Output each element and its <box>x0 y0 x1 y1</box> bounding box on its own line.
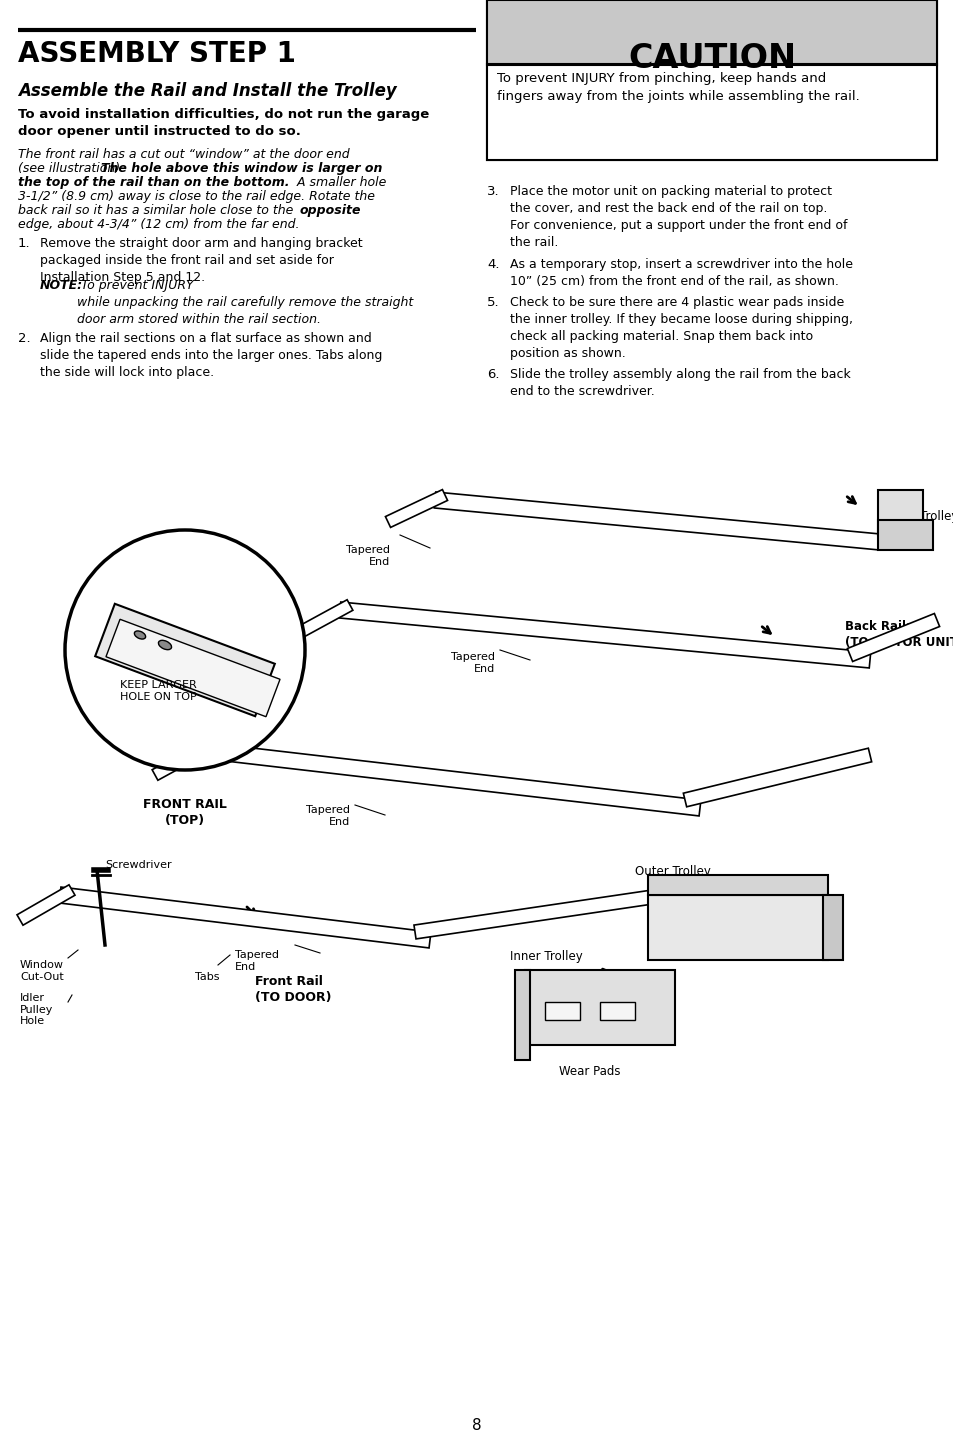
Text: Outer Trolley: Outer Trolley <box>635 864 710 879</box>
Polygon shape <box>59 887 431 947</box>
Text: back rail so it has a similar hole close to the: back rail so it has a similar hole close… <box>18 205 297 218</box>
Text: To prevent INJURY
while unpacking the rail carefully remove the straight
door ar: To prevent INJURY while unpacking the ra… <box>77 279 413 326</box>
Polygon shape <box>682 748 871 807</box>
Polygon shape <box>414 883 700 939</box>
Text: the top of the rail than on the bottom.: the top of the rail than on the bottom. <box>18 176 289 189</box>
Bar <box>877 489 923 535</box>
Text: Tapered
End: Tapered End <box>306 806 350 827</box>
Text: Check to be sure there are 4 plastic wear pads inside
the inner trolley. If they: Check to be sure there are 4 plastic wea… <box>510 296 852 361</box>
Text: The front rail has a cut out “window” at the door end: The front rail has a cut out “window” at… <box>18 147 349 162</box>
Circle shape <box>65 529 305 770</box>
Text: Remove the straight door arm and hanging bracket
packaged inside the front rail : Remove the straight door arm and hanging… <box>40 238 362 283</box>
Bar <box>647 874 827 894</box>
Polygon shape <box>385 489 447 528</box>
Bar <box>524 970 675 1045</box>
Text: Window
Cut-Out: Window Cut-Out <box>20 960 64 982</box>
Text: 2.: 2. <box>18 332 30 345</box>
Text: KEEP LARGER
HOLE ON TOP: KEEP LARGER HOLE ON TOP <box>120 680 196 701</box>
Text: Tapered
End: Tapered End <box>346 545 390 567</box>
Text: Screwdriver: Screwdriver <box>105 860 172 870</box>
Bar <box>599 1002 635 1020</box>
Polygon shape <box>152 740 213 780</box>
Text: Tabs: Tabs <box>194 972 219 982</box>
Polygon shape <box>106 620 280 717</box>
Ellipse shape <box>134 631 146 640</box>
Text: 4.: 4. <box>486 258 499 270</box>
Bar <box>486 64 936 160</box>
Bar <box>822 894 842 960</box>
Text: 5.: 5. <box>486 296 499 309</box>
Text: Tapered
End: Tapered End <box>234 950 278 972</box>
Ellipse shape <box>158 640 172 650</box>
Text: 3.: 3. <box>486 185 499 197</box>
Polygon shape <box>17 884 75 926</box>
Text: Assemble the Rail and Install the Trolley: Assemble the Rail and Install the Trolle… <box>18 82 396 100</box>
Bar <box>515 970 530 1060</box>
Bar <box>544 1002 579 1020</box>
Text: 1.: 1. <box>18 238 30 250</box>
Polygon shape <box>434 492 880 550</box>
Polygon shape <box>95 604 274 717</box>
Bar <box>486 0 936 64</box>
Polygon shape <box>199 743 700 816</box>
Text: opposite: opposite <box>299 205 361 218</box>
Bar <box>486 0 936 160</box>
Text: Back Rails
(TO MOTOR UNIT): Back Rails (TO MOTOR UNIT) <box>844 620 953 650</box>
Text: To avoid installation difficulties, do not run the garage
door opener until inst: To avoid installation difficulties, do n… <box>18 107 429 139</box>
Text: The hole above this window is larger on: The hole above this window is larger on <box>101 162 382 175</box>
Bar <box>647 894 827 960</box>
Text: 8: 8 <box>472 1418 481 1431</box>
Text: Inner Trolley: Inner Trolley <box>510 950 582 963</box>
Polygon shape <box>339 602 870 668</box>
Text: NOTE:: NOTE: <box>40 279 83 292</box>
Text: To prevent INJURY from pinching, keep hands and
fingers away from the joints whi: To prevent INJURY from pinching, keep ha… <box>497 72 859 103</box>
Text: 3-1/2” (8.9 cm) away is close to the rail edge. Rotate the: 3-1/2” (8.9 cm) away is close to the rai… <box>18 190 375 203</box>
Text: Front Rail
(TO DOOR): Front Rail (TO DOOR) <box>254 975 331 1005</box>
Text: (see illustration).: (see illustration). <box>18 162 128 175</box>
Text: Align the rail sections on a flat surface as shown and
slide the tapered ends in: Align the rail sections on a flat surfac… <box>40 332 382 379</box>
Polygon shape <box>846 614 939 661</box>
Text: As a temporary stop, insert a screwdriver into the hole
10” (25 cm) from the fro: As a temporary stop, insert a screwdrive… <box>510 258 852 288</box>
Text: Slide the trolley assembly along the rail from the back
end to the screwdriver.: Slide the trolley assembly along the rai… <box>510 368 850 398</box>
Text: edge, about 4-3/4” (12 cm) from the far end.: edge, about 4-3/4” (12 cm) from the far … <box>18 218 299 230</box>
Text: A smaller hole: A smaller hole <box>293 176 386 189</box>
Text: Trolley: Trolley <box>919 509 953 522</box>
Text: Wear Pads: Wear Pads <box>558 1065 620 1078</box>
Bar <box>486 0 936 64</box>
Text: Idler
Pulley
Hole: Idler Pulley Hole <box>20 993 53 1026</box>
Text: ASSEMBLY STEP 1: ASSEMBLY STEP 1 <box>18 40 295 69</box>
Text: 6.: 6. <box>486 368 499 381</box>
Text: Place the motor unit on packing material to protect
the cover, and rest the back: Place the motor unit on packing material… <box>510 185 846 249</box>
Text: CAUTION: CAUTION <box>627 41 795 74</box>
Text: Tapered
End: Tapered End <box>451 653 495 674</box>
Polygon shape <box>292 600 353 640</box>
Text: FRONT RAIL
(TOP): FRONT RAIL (TOP) <box>143 798 227 827</box>
Bar <box>877 519 932 550</box>
